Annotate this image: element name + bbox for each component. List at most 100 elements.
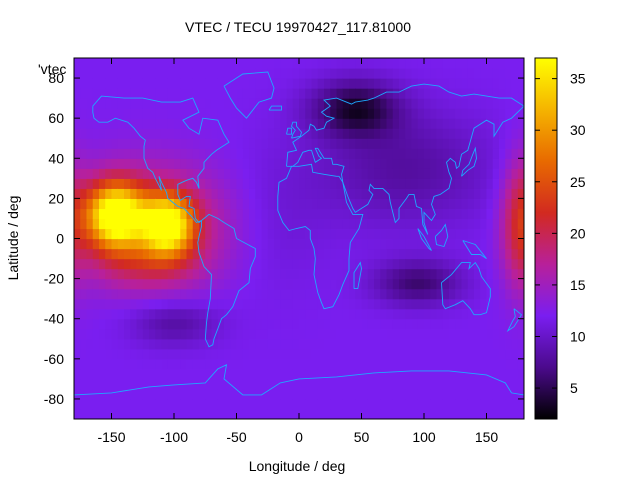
y-tick-label: 0 (56, 231, 64, 247)
heat-cell (230, 228, 238, 240)
heat-cell (449, 378, 456, 390)
heat-cell (105, 248, 113, 260)
heat-cell (455, 268, 463, 280)
heat-cell (211, 308, 219, 320)
heat-cell (455, 278, 463, 290)
heat-cell (405, 68, 413, 79)
heat-cell (230, 208, 238, 220)
heat-cell (417, 308, 425, 320)
heat-cell (424, 398, 431, 410)
heat-cell (399, 308, 406, 320)
heat-cell (361, 248, 369, 260)
heat-cell (480, 358, 488, 370)
heat-cell (261, 98, 269, 109)
heat-cell (405, 358, 413, 370)
heat-cell (486, 78, 494, 89)
heat-cell (424, 368, 431, 380)
coastline-south-america (197, 213, 256, 348)
heat-cell (242, 258, 250, 270)
heat-cell (511, 398, 519, 410)
heat-cell (349, 148, 356, 159)
heat-cell (424, 68, 431, 79)
heat-cell (249, 208, 256, 220)
heat-cell (236, 268, 244, 280)
heat-cell (211, 68, 219, 79)
heat-cell (511, 108, 519, 119)
heat-cell (86, 188, 94, 199)
heat-cell (455, 188, 463, 199)
y-tick-label: -40 (44, 311, 64, 327)
heat-cell (411, 278, 419, 290)
heat-cell (99, 98, 106, 109)
heat-cell (92, 308, 100, 320)
heat-cell (455, 258, 463, 270)
heat-cell (486, 328, 494, 340)
heat-cell (211, 278, 219, 290)
heat-cell (430, 388, 438, 400)
heat-cell (80, 228, 88, 240)
heat-cell (511, 288, 519, 300)
heat-cell (424, 408, 431, 419)
heat-cell (261, 338, 269, 350)
heat-cell (99, 198, 106, 210)
heat-cell (105, 198, 113, 210)
heat-cell (474, 58, 481, 69)
heat-cell (130, 378, 138, 390)
heat-cell (324, 188, 331, 199)
heat-cell (492, 138, 500, 149)
heat-cell (392, 58, 400, 69)
heat-cell (342, 158, 350, 169)
heat-cell (167, 118, 175, 129)
heat-cell (449, 238, 456, 250)
heat-cell (324, 108, 331, 119)
heat-cell (292, 138, 300, 149)
heat-cell (417, 58, 425, 69)
heat-cell (367, 78, 375, 89)
heat-cell (236, 398, 244, 410)
heat-cell (105, 258, 113, 270)
heat-cell (480, 108, 488, 119)
heat-cell (224, 288, 231, 300)
heat-cell (167, 368, 175, 380)
heat-cell (511, 318, 519, 330)
colorbar-tick-label: 5 (570, 380, 578, 396)
heat-cell (155, 78, 163, 89)
heat-cell (355, 338, 363, 350)
heat-cell (105, 118, 113, 129)
heat-cell (411, 128, 419, 139)
heat-cell (280, 68, 288, 79)
heat-cell (111, 108, 119, 119)
heat-cell (330, 128, 338, 139)
heat-cell (80, 108, 88, 119)
heat-cell (105, 58, 113, 69)
heat-cell (511, 278, 519, 290)
heat-cell (155, 368, 163, 380)
heat-cell (405, 78, 413, 89)
heat-cell (155, 318, 163, 330)
heat-cell (249, 268, 256, 280)
heat-cell (399, 168, 406, 179)
heat-cell (74, 338, 81, 350)
heat-cell (124, 208, 131, 220)
heat-cell (136, 368, 144, 380)
heat-cell (411, 138, 419, 149)
heat-cell (424, 198, 431, 210)
heat-cell (236, 118, 244, 129)
heat-cell (167, 318, 175, 330)
heat-cell (336, 148, 344, 159)
heat-cell (161, 118, 169, 129)
heat-cell (505, 298, 513, 310)
heat-cell (517, 258, 524, 270)
heat-cell (436, 248, 444, 260)
heat-cell (230, 268, 238, 280)
heat-cell (517, 358, 524, 370)
heat-cell (417, 268, 425, 280)
heat-cell (380, 138, 388, 149)
heat-cell (330, 248, 338, 260)
heat-cell (324, 208, 331, 220)
heat-cell (267, 398, 275, 410)
heat-cell (136, 138, 144, 149)
heat-cell (342, 398, 350, 410)
heat-cell (242, 118, 250, 129)
heat-cell (199, 398, 206, 410)
